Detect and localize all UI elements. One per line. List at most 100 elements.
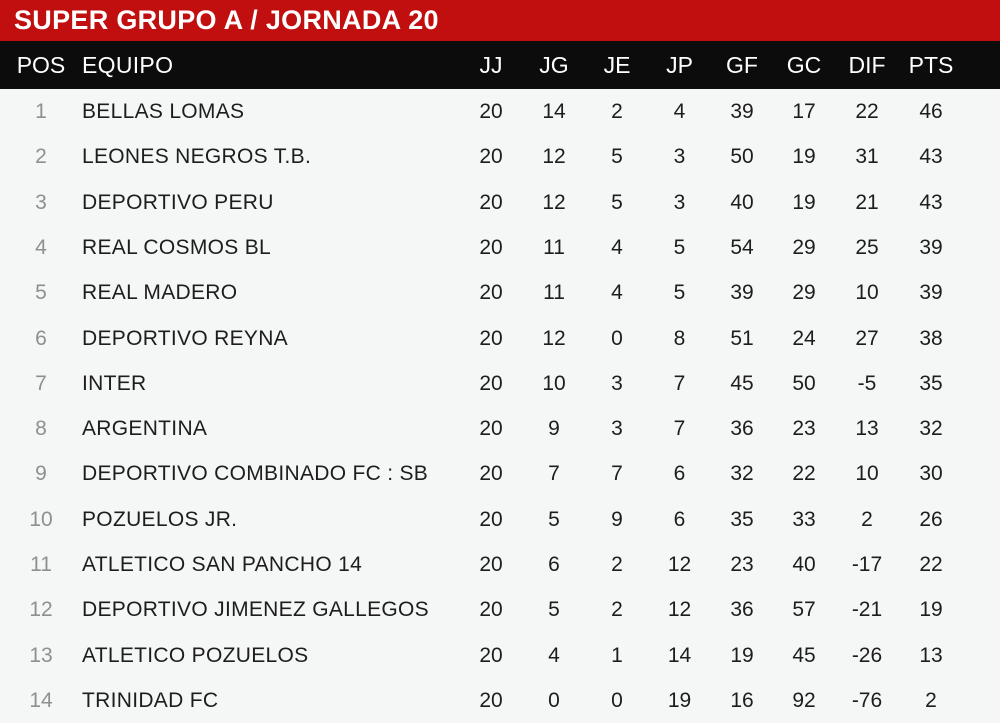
col-header-jj: JJ xyxy=(479,51,503,78)
table-row: 8 ARGENTINA 20 9 3 7 36 23 13 32 xyxy=(0,406,1000,451)
col-header-pos: POS xyxy=(16,51,66,78)
jj-cell: 20 xyxy=(479,145,503,169)
position-cell: 7 xyxy=(35,371,47,395)
jj-cell: 20 xyxy=(479,100,503,124)
dif-cell: 25 xyxy=(855,235,879,259)
pts-cell: 38 xyxy=(919,326,943,350)
dif-cell: 13 xyxy=(855,417,879,441)
jg-cell: 11 xyxy=(543,235,565,259)
jp-cell: 8 xyxy=(673,326,686,350)
team-name-cell: BELLAS LOMAS xyxy=(82,100,245,124)
title-bar: SUPER GRUPO A / JORNADA 20 xyxy=(0,0,1000,41)
jp-cell: 12 xyxy=(667,598,692,622)
dif-cell: -21 xyxy=(851,598,883,622)
gf-cell: 39 xyxy=(730,100,754,124)
pts-cell: 19 xyxy=(919,598,943,622)
gf-cell: 36 xyxy=(730,598,754,622)
column-header-row: POS EQUIPO JJ JG JE JP GF GC DIF PTS xyxy=(0,41,1000,89)
je-cell: 4 xyxy=(611,235,623,259)
jg-cell: 12 xyxy=(542,190,566,214)
dif-cell: 21 xyxy=(855,190,879,214)
page-title: SUPER GRUPO A / JORNADA 20 xyxy=(14,5,439,35)
table-row: 5 REAL MADERO 20 11 4 5 39 29 10 39 xyxy=(0,270,1000,315)
team-name-cell: DEPORTIVO REYNA xyxy=(82,326,288,350)
je-cell: 7 xyxy=(611,462,623,486)
je-cell: 0 xyxy=(611,688,623,712)
dif-cell: 10 xyxy=(855,281,879,305)
pts-cell: 46 xyxy=(919,100,943,124)
gc-cell: 17 xyxy=(792,100,816,124)
position-cell: 10 xyxy=(29,507,53,531)
gf-cell: 32 xyxy=(730,462,754,486)
dif-cell: 31 xyxy=(855,145,879,169)
jj-cell: 20 xyxy=(479,462,503,486)
gc-cell: 19 xyxy=(792,145,816,169)
col-header-je: JE xyxy=(603,51,631,78)
position-cell: 11 xyxy=(30,552,52,576)
col-header-jg: JG xyxy=(539,51,569,78)
position-cell: 12 xyxy=(29,598,53,622)
pts-cell: 39 xyxy=(919,235,943,259)
je-cell: 2 xyxy=(611,552,623,576)
gc-cell: 33 xyxy=(792,507,816,531)
jg-cell: 4 xyxy=(548,643,560,667)
position-cell: 6 xyxy=(35,326,47,350)
jj-cell: 20 xyxy=(479,643,503,667)
col-header-dif: DIF xyxy=(848,51,886,78)
gc-cell: 45 xyxy=(792,643,816,667)
jg-cell: 5 xyxy=(548,598,560,622)
je-cell: 0 xyxy=(611,326,623,350)
position-cell: 3 xyxy=(35,190,47,214)
gc-cell: 29 xyxy=(792,235,816,259)
pts-cell: 32 xyxy=(919,417,943,441)
col-header-equipo: EQUIPO xyxy=(82,51,174,78)
gc-cell: 23 xyxy=(792,417,816,441)
jg-cell: 12 xyxy=(542,145,566,169)
dif-cell: -76 xyxy=(851,688,883,712)
je-cell: 3 xyxy=(611,371,623,395)
pts-cell: 13 xyxy=(919,643,943,667)
table-row: 14 TRINIDAD FC 20 0 0 19 16 92 -76 2 xyxy=(0,678,1000,723)
table-row: 3 DEPORTIVO PERU 20 12 5 3 40 19 21 43 xyxy=(0,180,1000,225)
jp-cell: 14 xyxy=(667,643,692,667)
position-cell: 8 xyxy=(35,417,47,441)
jp-cell: 5 xyxy=(673,235,686,259)
standings-table-body: 1 BELLAS LOMAS 20 14 2 4 39 17 22 46 2 L… xyxy=(0,89,1000,723)
pts-cell: 26 xyxy=(919,507,943,531)
table-row: 13 ATLETICO POZUELOS 20 4 1 14 19 45 -26… xyxy=(0,632,1000,677)
position-cell: 2 xyxy=(35,145,47,169)
jj-cell: 20 xyxy=(479,688,503,712)
team-name-cell: TRINIDAD FC xyxy=(82,688,219,712)
jj-cell: 20 xyxy=(479,281,503,305)
gf-cell: 51 xyxy=(730,326,754,350)
jp-cell: 19 xyxy=(667,688,692,712)
team-name-cell: ATLETICO POZUELOS xyxy=(82,643,309,667)
pts-cell: 43 xyxy=(919,145,943,169)
jp-cell: 3 xyxy=(673,190,686,214)
gf-cell: 36 xyxy=(730,417,754,441)
table-row: 11 ATLETICO SAN PANCHO 14 20 6 2 12 23 4… xyxy=(0,542,1000,587)
gf-cell: 23 xyxy=(730,552,754,576)
jg-cell: 6 xyxy=(548,552,560,576)
team-name-cell: REAL MADERO xyxy=(82,281,238,305)
jp-cell: 4 xyxy=(673,100,686,124)
jp-cell: 5 xyxy=(673,281,686,305)
je-cell: 9 xyxy=(611,507,623,531)
je-cell: 2 xyxy=(611,100,623,124)
jg-cell: 12 xyxy=(542,326,566,350)
gc-cell: 57 xyxy=(792,598,816,622)
jp-cell: 3 xyxy=(673,145,686,169)
je-cell: 1 xyxy=(611,643,623,667)
team-name-cell: DEPORTIVO JIMENEZ GALLEGOS xyxy=(82,598,429,622)
gf-cell: 40 xyxy=(730,190,754,214)
dif-cell: 22 xyxy=(855,100,879,124)
gf-cell: 35 xyxy=(730,507,754,531)
jg-cell: 10 xyxy=(542,371,566,395)
jg-cell: 14 xyxy=(542,100,566,124)
position-cell: 5 xyxy=(35,281,47,305)
jj-cell: 20 xyxy=(479,190,503,214)
jj-cell: 20 xyxy=(479,417,503,441)
je-cell: 3 xyxy=(611,417,623,441)
gf-cell: 39 xyxy=(730,281,754,305)
table-row: 12 DEPORTIVO JIMENEZ GALLEGOS 20 5 2 12 … xyxy=(0,587,1000,632)
